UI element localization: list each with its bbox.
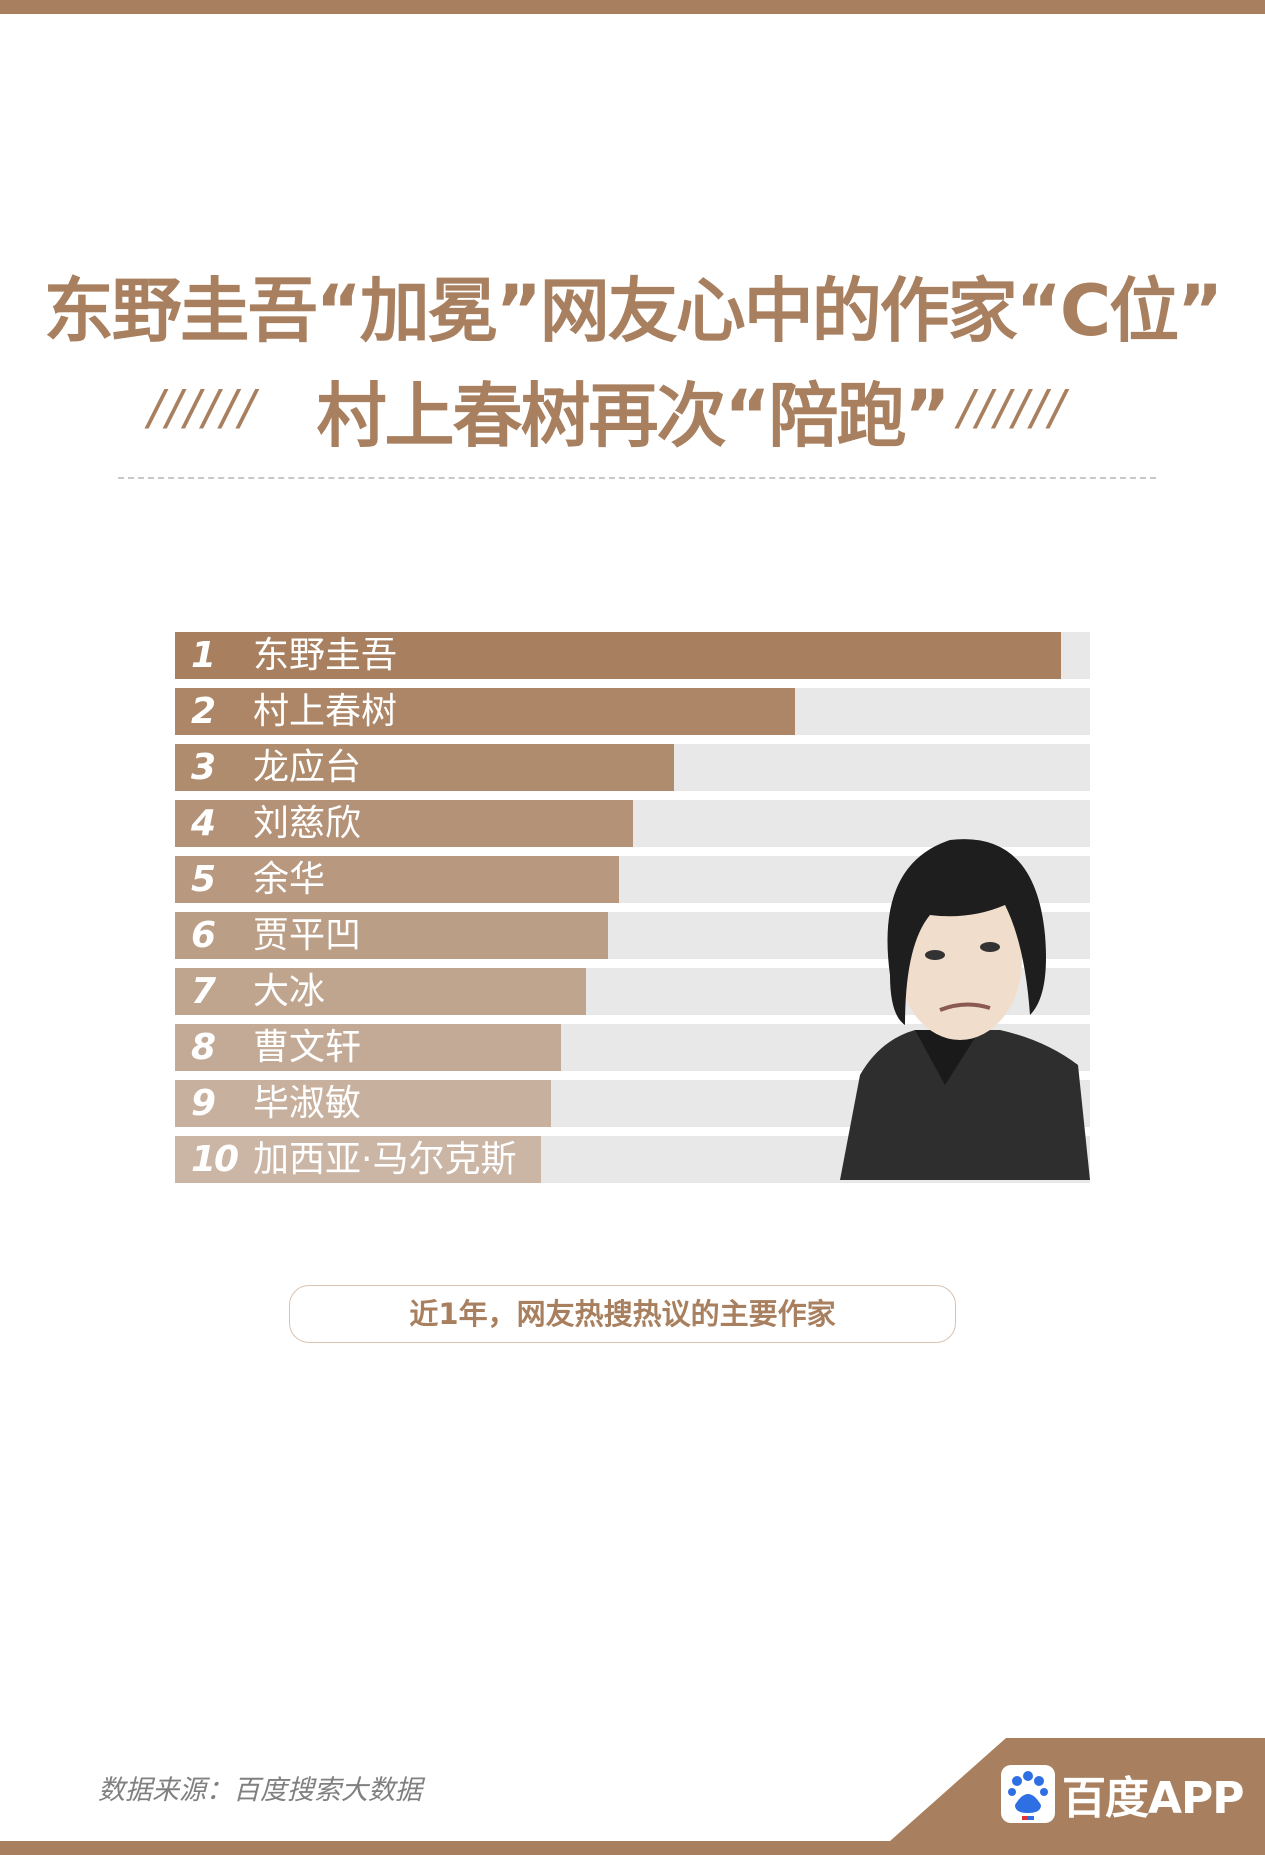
author-name-label: 刘慈欣: [253, 803, 362, 844]
bar: [175, 1080, 552, 1127]
bar: [175, 744, 674, 791]
author-portrait-illustration: [840, 839, 1090, 1180]
decorative-slashes-right: //////: [958, 380, 1068, 436]
bar: [175, 1136, 541, 1183]
author-name-label: 贾平凹: [253, 915, 362, 956]
ranking-chart: 1 东野圭吾 2 村上春树 3 龙应台 4 刘慈欣 5 余华 6 贾平凹 7 大冰 8 曹文轩 9 毕淑敏 10 加西…: [175, 632, 1090, 1184]
decorative-slashes-left: //////: [148, 380, 258, 436]
title-line-2: 村上春树再次“陪跑”: [316, 375, 950, 457]
top-accent-bar: [0, 0, 1265, 14]
author-name-label: 村上春树: [253, 691, 398, 732]
rank-label: 1: [191, 635, 216, 676]
chart-caption: 近1年，网友热搜热议的主要作家: [289, 1285, 956, 1343]
bar: [175, 912, 608, 959]
rank-label: 4: [191, 803, 216, 844]
bar: [175, 856, 619, 903]
divider: [118, 477, 1156, 479]
rank-label: 9: [191, 1083, 216, 1124]
rank-label: 6: [191, 915, 216, 956]
author-name-label: 龙应台: [253, 747, 362, 788]
rank-label: 2: [191, 691, 216, 732]
author-name-label: 毕淑敏: [253, 1083, 362, 1124]
author-name-label: 东野圭吾: [253, 635, 398, 676]
author-name-label: 大冰: [253, 971, 326, 1012]
author-name-label: 余华: [253, 859, 326, 900]
bar: [175, 968, 586, 1015]
rank-label: 10: [191, 1139, 239, 1180]
bar: [175, 688, 796, 735]
title-line-1: 东野圭吾“加冕”网友心中的作家“C位”: [43, 270, 1223, 352]
rank-label: 3: [191, 747, 216, 788]
author-name-label: 曹文轩: [253, 1027, 362, 1068]
baidu-app-label: 百度APP: [1062, 1773, 1245, 1824]
bar: [175, 800, 634, 847]
rank-label: 8: [191, 1027, 216, 1068]
data-source: 数据来源：百度搜索大数据: [98, 1775, 422, 1806]
bottom-accent-bar: [0, 1841, 1265, 1855]
rank-label: 7: [191, 971, 216, 1012]
bar: [175, 632, 1061, 679]
author-name-label: 加西亚·马尔克斯: [253, 1139, 517, 1180]
baidu-app-logo-icon: [1001, 1765, 1055, 1823]
rank-label: 5: [191, 859, 216, 900]
bar: [175, 1024, 562, 1071]
